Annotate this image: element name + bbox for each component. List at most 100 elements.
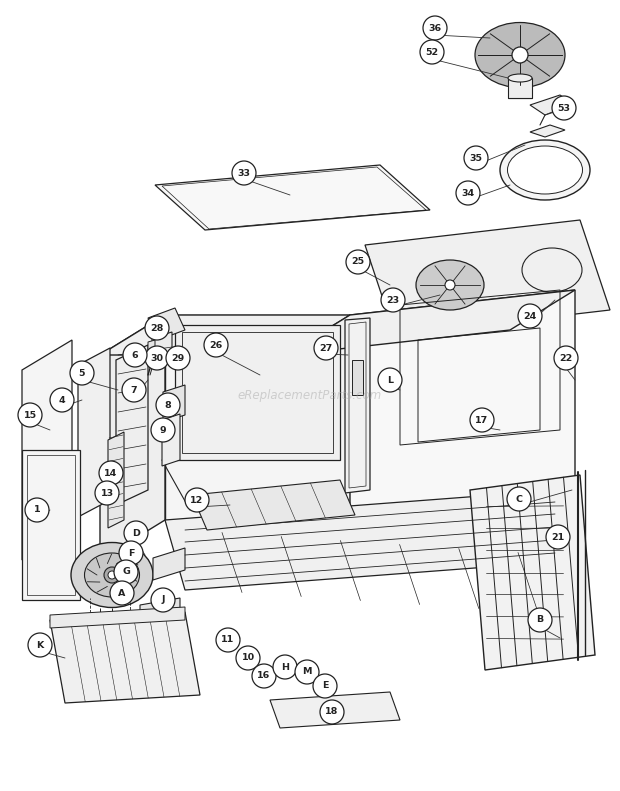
- Text: 21: 21: [551, 532, 565, 542]
- Circle shape: [232, 161, 256, 185]
- Text: 10: 10: [241, 653, 255, 663]
- Circle shape: [28, 633, 52, 657]
- Polygon shape: [285, 290, 575, 355]
- Text: B: B: [536, 615, 544, 625]
- Text: 28: 28: [150, 324, 164, 332]
- Polygon shape: [140, 598, 180, 627]
- Polygon shape: [116, 345, 148, 505]
- Polygon shape: [108, 432, 124, 528]
- Circle shape: [456, 181, 480, 205]
- Circle shape: [151, 588, 175, 612]
- Circle shape: [314, 336, 338, 360]
- Text: G: G: [122, 567, 130, 577]
- Circle shape: [252, 664, 276, 688]
- Text: eReplacementParts.com: eReplacementParts.com: [238, 388, 382, 402]
- Circle shape: [108, 571, 116, 579]
- Circle shape: [512, 47, 528, 63]
- Circle shape: [114, 560, 138, 584]
- Text: 18: 18: [326, 707, 339, 717]
- Circle shape: [216, 628, 240, 652]
- Text: C: C: [515, 494, 523, 504]
- Circle shape: [381, 288, 405, 312]
- Text: 9: 9: [160, 426, 166, 434]
- Ellipse shape: [508, 146, 583, 194]
- Circle shape: [124, 521, 148, 545]
- Polygon shape: [165, 490, 580, 590]
- Ellipse shape: [71, 543, 153, 607]
- Text: 13: 13: [100, 489, 113, 498]
- Text: E: E: [322, 682, 328, 691]
- Polygon shape: [470, 475, 595, 670]
- Polygon shape: [530, 125, 565, 137]
- Text: 16: 16: [257, 672, 270, 680]
- Polygon shape: [153, 548, 185, 580]
- Ellipse shape: [500, 140, 590, 200]
- Circle shape: [145, 316, 169, 340]
- Text: 29: 29: [171, 354, 185, 362]
- Text: 30: 30: [151, 354, 164, 362]
- Circle shape: [423, 16, 447, 40]
- Polygon shape: [530, 95, 575, 115]
- Circle shape: [122, 378, 146, 402]
- Text: 53: 53: [557, 104, 570, 112]
- Text: A: A: [118, 589, 126, 597]
- Circle shape: [151, 418, 175, 442]
- Polygon shape: [163, 385, 185, 422]
- Polygon shape: [50, 607, 185, 628]
- Text: 5: 5: [79, 369, 86, 377]
- Circle shape: [420, 40, 444, 64]
- Text: 36: 36: [428, 24, 441, 32]
- Text: 24: 24: [523, 312, 537, 320]
- Text: 8: 8: [165, 400, 171, 410]
- Circle shape: [518, 304, 542, 328]
- Circle shape: [470, 408, 494, 432]
- Circle shape: [295, 660, 319, 684]
- Circle shape: [119, 541, 143, 565]
- Text: 25: 25: [352, 258, 365, 267]
- Circle shape: [110, 581, 134, 605]
- Circle shape: [552, 96, 576, 120]
- Text: 17: 17: [476, 415, 489, 425]
- Circle shape: [236, 646, 260, 670]
- Circle shape: [204, 333, 228, 357]
- Circle shape: [313, 674, 337, 698]
- Circle shape: [185, 488, 209, 512]
- Circle shape: [99, 461, 123, 485]
- Circle shape: [18, 403, 42, 427]
- Polygon shape: [100, 315, 350, 355]
- Text: F: F: [128, 548, 135, 558]
- Ellipse shape: [416, 260, 484, 310]
- Ellipse shape: [508, 74, 532, 82]
- Text: 27: 27: [319, 343, 332, 353]
- Text: 6: 6: [131, 350, 138, 359]
- Circle shape: [104, 567, 120, 583]
- Text: 22: 22: [559, 354, 573, 362]
- Circle shape: [528, 608, 552, 632]
- Polygon shape: [162, 414, 180, 466]
- Polygon shape: [175, 325, 340, 460]
- Circle shape: [123, 343, 147, 367]
- Polygon shape: [165, 315, 350, 520]
- Polygon shape: [100, 315, 165, 560]
- Text: L: L: [387, 376, 393, 384]
- Polygon shape: [365, 220, 610, 335]
- Text: 23: 23: [386, 296, 399, 305]
- Polygon shape: [508, 78, 532, 98]
- Ellipse shape: [475, 22, 565, 88]
- Text: 52: 52: [425, 47, 438, 56]
- Circle shape: [507, 487, 531, 511]
- Polygon shape: [192, 480, 355, 530]
- Polygon shape: [50, 612, 200, 703]
- Ellipse shape: [522, 248, 582, 292]
- Text: 14: 14: [104, 468, 118, 478]
- Circle shape: [25, 498, 49, 522]
- Text: 7: 7: [131, 385, 137, 395]
- Circle shape: [95, 481, 119, 505]
- Text: 15: 15: [24, 411, 37, 419]
- Text: M: M: [302, 668, 312, 676]
- Circle shape: [464, 146, 488, 170]
- Text: 35: 35: [469, 153, 482, 162]
- Circle shape: [346, 250, 370, 274]
- Text: D: D: [132, 528, 140, 538]
- Circle shape: [70, 361, 94, 385]
